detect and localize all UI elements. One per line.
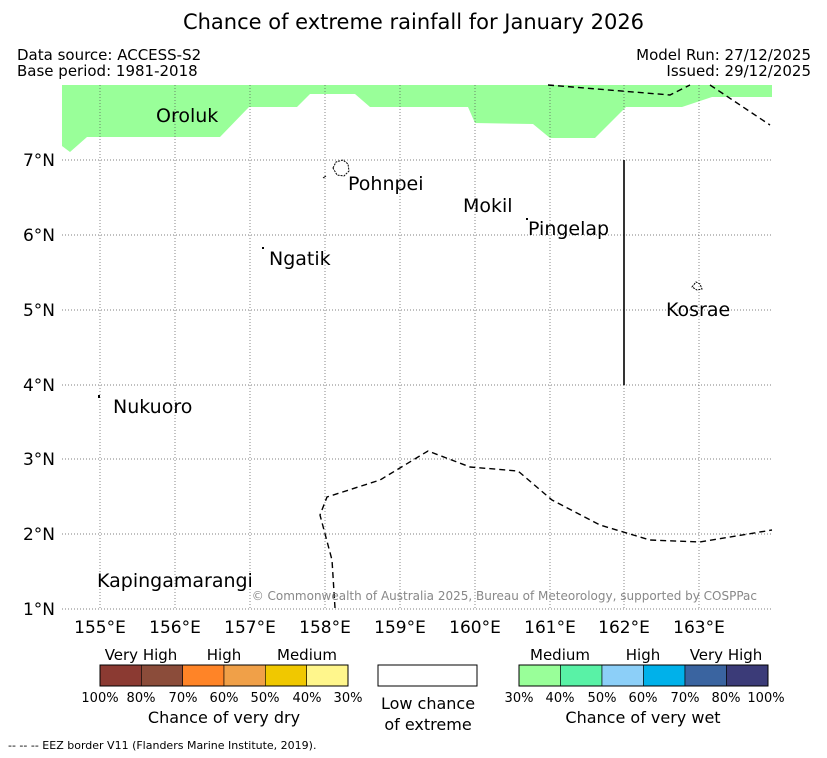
- dry-percent-label: 40%: [293, 691, 322, 706]
- copyright-notice: © Commonwealth of Australia 2025, Bureau…: [252, 589, 757, 603]
- low-chance-line2: of extreme: [384, 715, 471, 734]
- model-run-info: Model Run: 27/12/2025 Issued: 29/12/2025: [636, 47, 811, 79]
- dry-legend: Very High High Medium 100% 80% 70% 60% 5…: [81, 646, 362, 727]
- lon-tick-label: 162°E: [598, 618, 650, 638]
- wet-color-swatch: [643, 664, 686, 687]
- wet-legend-caption: Chance of very wet: [565, 708, 720, 727]
- ngatik-atoll: [262, 247, 264, 249]
- wet-color-swatch: [560, 664, 603, 687]
- place-label-pingelap: Pingelap: [528, 218, 609, 240]
- wet-legend-header: Very High: [690, 646, 763, 664]
- dry-color-swatch: [141, 664, 183, 687]
- dry-percent-label: 60%: [210, 691, 239, 706]
- dry-color-swatch: [99, 664, 142, 687]
- wet-percent-label: 70%: [671, 691, 700, 706]
- pohnpei-island: [332, 159, 350, 177]
- place-label-nukuoro: Nukuoro: [113, 396, 192, 418]
- wet-color-swatch: [518, 664, 561, 687]
- dry-color-swatch: [265, 664, 307, 687]
- eez-border: [319, 84, 773, 609]
- lat-tick-label: 4°N: [23, 376, 55, 396]
- wet-legend: Medium High Very High 30% 40% 50% 60% 70…: [505, 646, 785, 727]
- dry-percent-label: 30%: [334, 691, 363, 706]
- lon-tick-label: 160°E: [449, 618, 501, 638]
- place-label-mokil: Mokil: [463, 195, 513, 217]
- dry-percent-label: 50%: [251, 691, 280, 706]
- lat-tick-label: 1°N: [23, 600, 55, 620]
- low-chance-line1: Low chance: [381, 694, 475, 713]
- wet-percent-label: 80%: [712, 691, 741, 706]
- wet-legend-header: High: [626, 646, 660, 664]
- issued-text: Issued: 29/12/2025: [666, 62, 811, 80]
- lat-tick-label: 2°N: [23, 525, 55, 545]
- wet-legend-header: Medium: [530, 646, 590, 664]
- lon-tick-label: 158°E: [299, 618, 351, 638]
- wet-percent-label: 40%: [546, 691, 575, 706]
- dry-legend-header: Very High: [105, 646, 178, 664]
- lon-tick-label: 161°E: [524, 618, 576, 638]
- data-source-text: Data source: ACCESS-S2: [17, 46, 202, 64]
- dry-color-swatch: [182, 664, 225, 687]
- place-label-ngatik: Ngatik: [269, 248, 331, 270]
- base-period-text: Base period: 1981-2018: [17, 62, 198, 80]
- place-label-kapingamarangi: Kapingamarangi: [97, 570, 253, 592]
- place-label-kosrae: Kosrae: [666, 299, 730, 321]
- data-source-info: Data source: ACCESS-S2 Base period: 1981…: [17, 47, 201, 79]
- wet-percent-label: 50%: [588, 691, 617, 706]
- dry-color-swatch: [306, 664, 349, 687]
- model-run-text: Model Run: 27/12/2025: [636, 46, 811, 64]
- lon-tick-label: 163°E: [673, 618, 725, 638]
- pohnpei-islet: [322, 175, 327, 179]
- map-gridlines: [62, 85, 772, 610]
- low-chance-legend: Low chance of extreme: [377, 664, 478, 734]
- dry-percent-label: 100%: [81, 691, 118, 706]
- lon-tick-label: 159°E: [374, 618, 426, 638]
- dry-percent-label: 80%: [127, 691, 156, 706]
- wet-color-swatch: [726, 664, 769, 687]
- place-label-oroluk: Oroluk: [156, 105, 218, 127]
- kosrae-island: [691, 281, 703, 291]
- page-title: Chance of extreme rainfall for January 2…: [182, 10, 645, 34]
- eez-footnote: -- -- -- EEZ border V11 (Flanders Marine…: [8, 739, 317, 752]
- lon-tick-label: 157°E: [224, 618, 276, 638]
- wet-color-swatch: [684, 664, 727, 687]
- dry-legend-header: High: [207, 646, 241, 664]
- lat-tick-label: 6°N: [23, 226, 55, 246]
- place-label-pohnpei: Pohnpei: [348, 173, 424, 195]
- wet-percent-label: 100%: [747, 691, 784, 706]
- wet-percent-label: 30%: [505, 691, 534, 706]
- lat-tick-label: 3°N: [23, 450, 55, 470]
- lat-tick-label: 5°N: [23, 301, 55, 321]
- nukuoro-atoll: [98, 395, 100, 398]
- dry-legend-caption: Chance of very dry: [148, 708, 300, 727]
- lon-tick-label: 156°E: [149, 618, 201, 638]
- mokil-atoll: [526, 218, 528, 220]
- lat-tick-label: 7°N: [23, 151, 55, 171]
- dry-percent-label: 70%: [169, 691, 198, 706]
- wet-color-swatch: [601, 664, 644, 687]
- wet-chance-band: [62, 85, 772, 152]
- dry-color-swatch: [223, 664, 266, 687]
- wet-percent-label: 60%: [629, 691, 658, 706]
- lon-tick-label: 155°E: [74, 618, 126, 638]
- dry-legend-header: Medium: [277, 646, 337, 664]
